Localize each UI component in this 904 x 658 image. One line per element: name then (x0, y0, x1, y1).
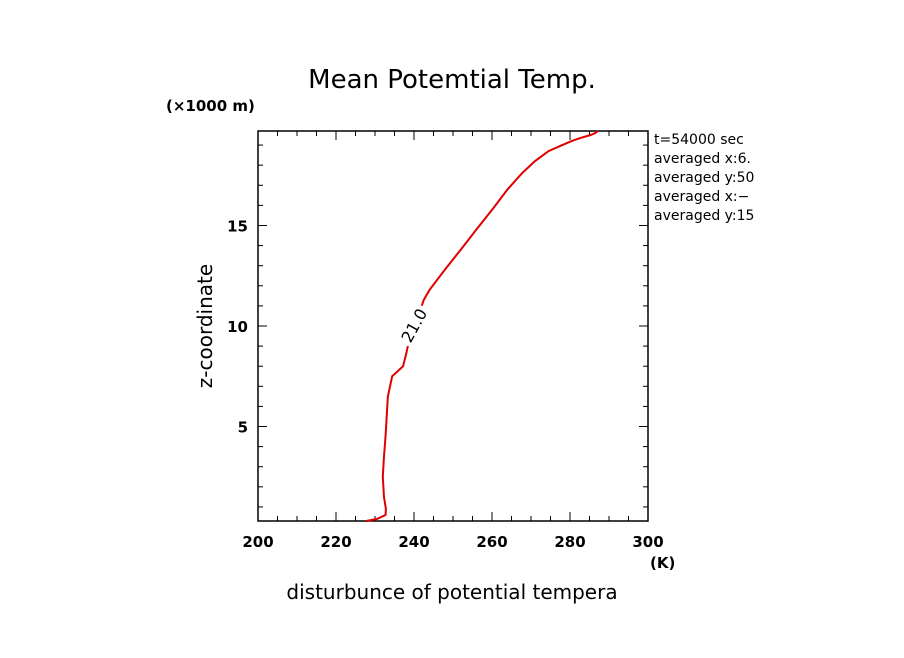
contour-label-background (397, 303, 434, 349)
x-tick-label: 200 (242, 533, 273, 551)
annotation-line: t=54000 sec (654, 132, 744, 148)
y-unit-label: (×1000 m) (166, 97, 255, 115)
y-tick-label: 10 (227, 318, 248, 336)
y-axis: 5 10 15 (227, 144, 648, 508)
annotation-block: t=54000 sec averaged x:6. averaged y:50 ave… (654, 132, 754, 224)
annotation-lines: t=54000 sec averaged x:6. averaged y:50 ave… (654, 132, 754, 224)
y-tick-label: 5 (238, 419, 248, 437)
x-tick-label: 240 (398, 533, 429, 551)
x-tick-label: 300 (632, 533, 663, 551)
chart-title: Mean Potemtial Temp. (308, 65, 596, 95)
annotation-line: averaged y:50 (654, 170, 754, 186)
annotation-line: averaged y:15 (654, 208, 754, 224)
x-unit-label: (K) (650, 554, 675, 572)
x-tick-label: 260 (476, 533, 507, 551)
annotation-line: averaged x:6. (654, 151, 751, 167)
x-tick-label: 220 (320, 533, 351, 551)
plot-frame (257, 130, 649, 522)
x-tick-label: 280 (554, 533, 585, 551)
x-axis-label: disturbunce of potential tempera (286, 580, 617, 604)
y-axis-label: z-coordinate (193, 264, 217, 388)
x-axis: 200 220 240 260 280 300 (242, 131, 664, 551)
y-tick-label: 15 (227, 217, 248, 235)
series-line (365, 130, 599, 522)
annotation-line: averaged x:− (654, 189, 749, 205)
